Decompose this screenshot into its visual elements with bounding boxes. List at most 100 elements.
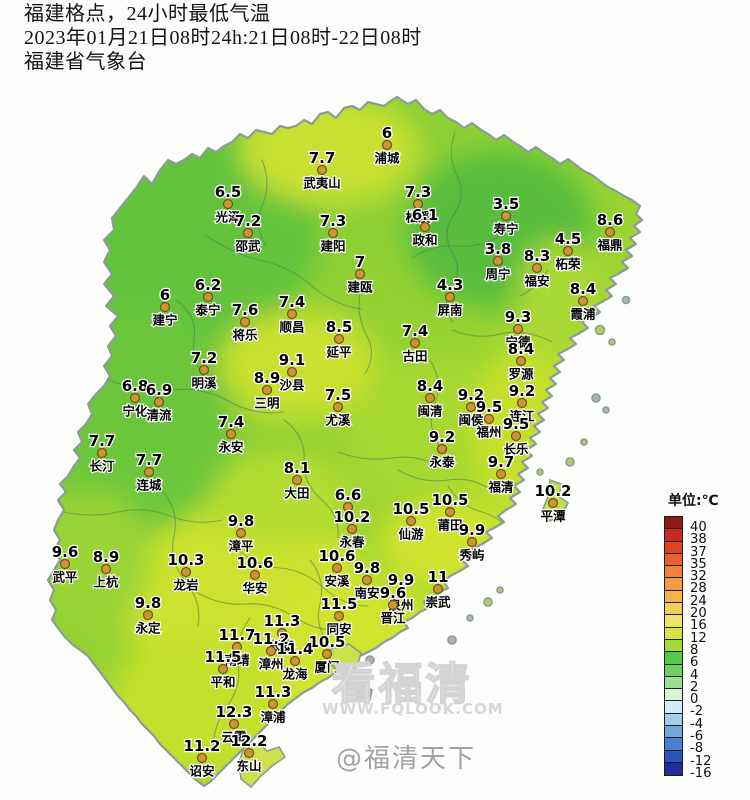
title-line-3: 福建省气象台 xyxy=(24,51,147,73)
station-dot xyxy=(143,466,155,478)
station-dot xyxy=(242,227,254,239)
station: 9.5 长乐 xyxy=(501,414,530,458)
station-value: 9.2 xyxy=(509,382,536,400)
station-name: 莆田 xyxy=(437,518,462,533)
station-dot xyxy=(409,337,421,349)
station: 8.4 罗源 xyxy=(506,339,535,383)
station-dot xyxy=(516,397,528,409)
station: 10.5 莆田 xyxy=(430,490,470,534)
legend-row: 38 xyxy=(664,528,748,546)
station-dot xyxy=(202,291,214,303)
station-value: 8.9 xyxy=(93,548,120,566)
station-value: 7.5 xyxy=(325,386,352,404)
map-header: 福建格点，24小时最低气温 2023年01月21日08时24h:21日08时-2… xyxy=(24,2,422,74)
station-name: 仙游 xyxy=(398,527,424,542)
station: 12.3 云霄 xyxy=(214,702,254,746)
station-dot xyxy=(249,569,261,581)
station-name: 福鼎 xyxy=(596,238,622,253)
station-value: 10.5 xyxy=(308,633,345,651)
station-name: 古田 xyxy=(402,349,427,364)
station: 11.2 漳州 xyxy=(251,629,291,673)
station-name: 永春 xyxy=(338,535,365,550)
legend-row: -16 xyxy=(664,761,748,780)
station-dot xyxy=(333,333,345,345)
station: 6.9 清流 xyxy=(144,380,173,424)
legend-row: 16 xyxy=(664,614,748,632)
station-value: 7.4 xyxy=(402,322,429,340)
station-value: 9.1 xyxy=(279,351,306,369)
legend-tick-label: 24 xyxy=(690,593,707,609)
station-dot xyxy=(142,609,154,621)
legend-row: 24 xyxy=(664,589,748,608)
station: 10.3 龙岩 xyxy=(166,550,206,594)
station-dot xyxy=(286,308,298,320)
station-dot xyxy=(387,599,399,611)
station-value: 7 xyxy=(355,253,365,271)
station-value: 8.4 xyxy=(570,280,597,298)
station-value: 10.6 xyxy=(318,547,355,565)
legend-tick-label: -8 xyxy=(690,741,704,757)
station: 11.5 平和 xyxy=(203,647,243,691)
station-name: 罗源 xyxy=(508,367,534,382)
station: 9.2 闽侯 xyxy=(456,385,485,429)
legend-row: -2 xyxy=(664,700,748,719)
station: 7.7 连城 xyxy=(134,450,163,494)
station-dot xyxy=(381,139,393,151)
station-value: 11.5 xyxy=(320,595,357,613)
station-value: 6.1 xyxy=(412,206,439,224)
station-value: 8.3 xyxy=(524,247,551,265)
station-name: 云霄 xyxy=(221,730,246,745)
title-line-2: 2023年01月21日08时24h:21日08时-22日08时 xyxy=(24,27,422,49)
station-name: 连城 xyxy=(136,478,162,493)
station-value: 7.6 xyxy=(232,301,259,319)
legend-unit-label: 单位:℃ xyxy=(668,493,719,509)
station-value: 12.2 xyxy=(230,732,267,750)
station-name: 邵武 xyxy=(234,239,261,254)
station: 4.3 屏南 xyxy=(435,275,464,319)
station-dot xyxy=(289,655,301,667)
station-value: 8.5 xyxy=(326,318,353,336)
station-value: 10.3 xyxy=(167,551,204,569)
station: 11 崇武 xyxy=(424,567,452,611)
station-value: 7.4 xyxy=(218,413,245,431)
station-name: 漳平 xyxy=(228,539,254,554)
station-value: 9.7 xyxy=(488,453,515,471)
station-value: 7.3 xyxy=(320,212,347,230)
station-value: 9.8 xyxy=(354,559,381,577)
station-name: 三明 xyxy=(254,396,279,411)
station-dot xyxy=(286,366,298,378)
station: 6 浦城 xyxy=(373,123,401,167)
station-name: 连江 xyxy=(509,409,535,424)
station: 8.6 福鼎 xyxy=(595,210,624,254)
legend-tick-label: -2 xyxy=(690,704,704,720)
legend-tick-label: 2 xyxy=(690,679,699,695)
county-borders xyxy=(63,131,553,751)
station-name: 光泽 xyxy=(214,210,241,225)
station-value: 7.7 xyxy=(309,149,336,167)
station-name: 安溪 xyxy=(324,574,350,589)
station-name: 延平 xyxy=(325,345,352,360)
xiamen-island xyxy=(328,643,362,675)
station-value: 9.8 xyxy=(135,594,162,612)
station-dot xyxy=(492,255,504,267)
station-value: 8.9 xyxy=(254,369,281,387)
station-dot xyxy=(444,506,456,518)
station-value: 11.5 xyxy=(204,648,241,666)
station: 8.4 霞浦 xyxy=(568,279,597,323)
station: 7.3 松溪 xyxy=(403,182,432,226)
station: 9.2 连江 xyxy=(507,381,536,425)
station-value: 9.6 xyxy=(52,543,79,561)
station-name: 浦城 xyxy=(374,151,400,166)
station-name: 武平 xyxy=(52,570,78,585)
station-value: 4.5 xyxy=(555,230,582,248)
watermark-handle: @福清天下 xyxy=(336,744,477,774)
station-dot xyxy=(243,747,255,759)
station-value: 8.4 xyxy=(508,340,535,358)
legend-row: 37 xyxy=(664,540,748,559)
station-dot xyxy=(180,566,192,578)
islet xyxy=(586,312,594,320)
islet xyxy=(621,295,631,305)
station: 3.5 寿宁 xyxy=(491,194,520,238)
legend-tick-label: 28 xyxy=(690,581,707,597)
station-name: 永泰 xyxy=(428,455,455,470)
